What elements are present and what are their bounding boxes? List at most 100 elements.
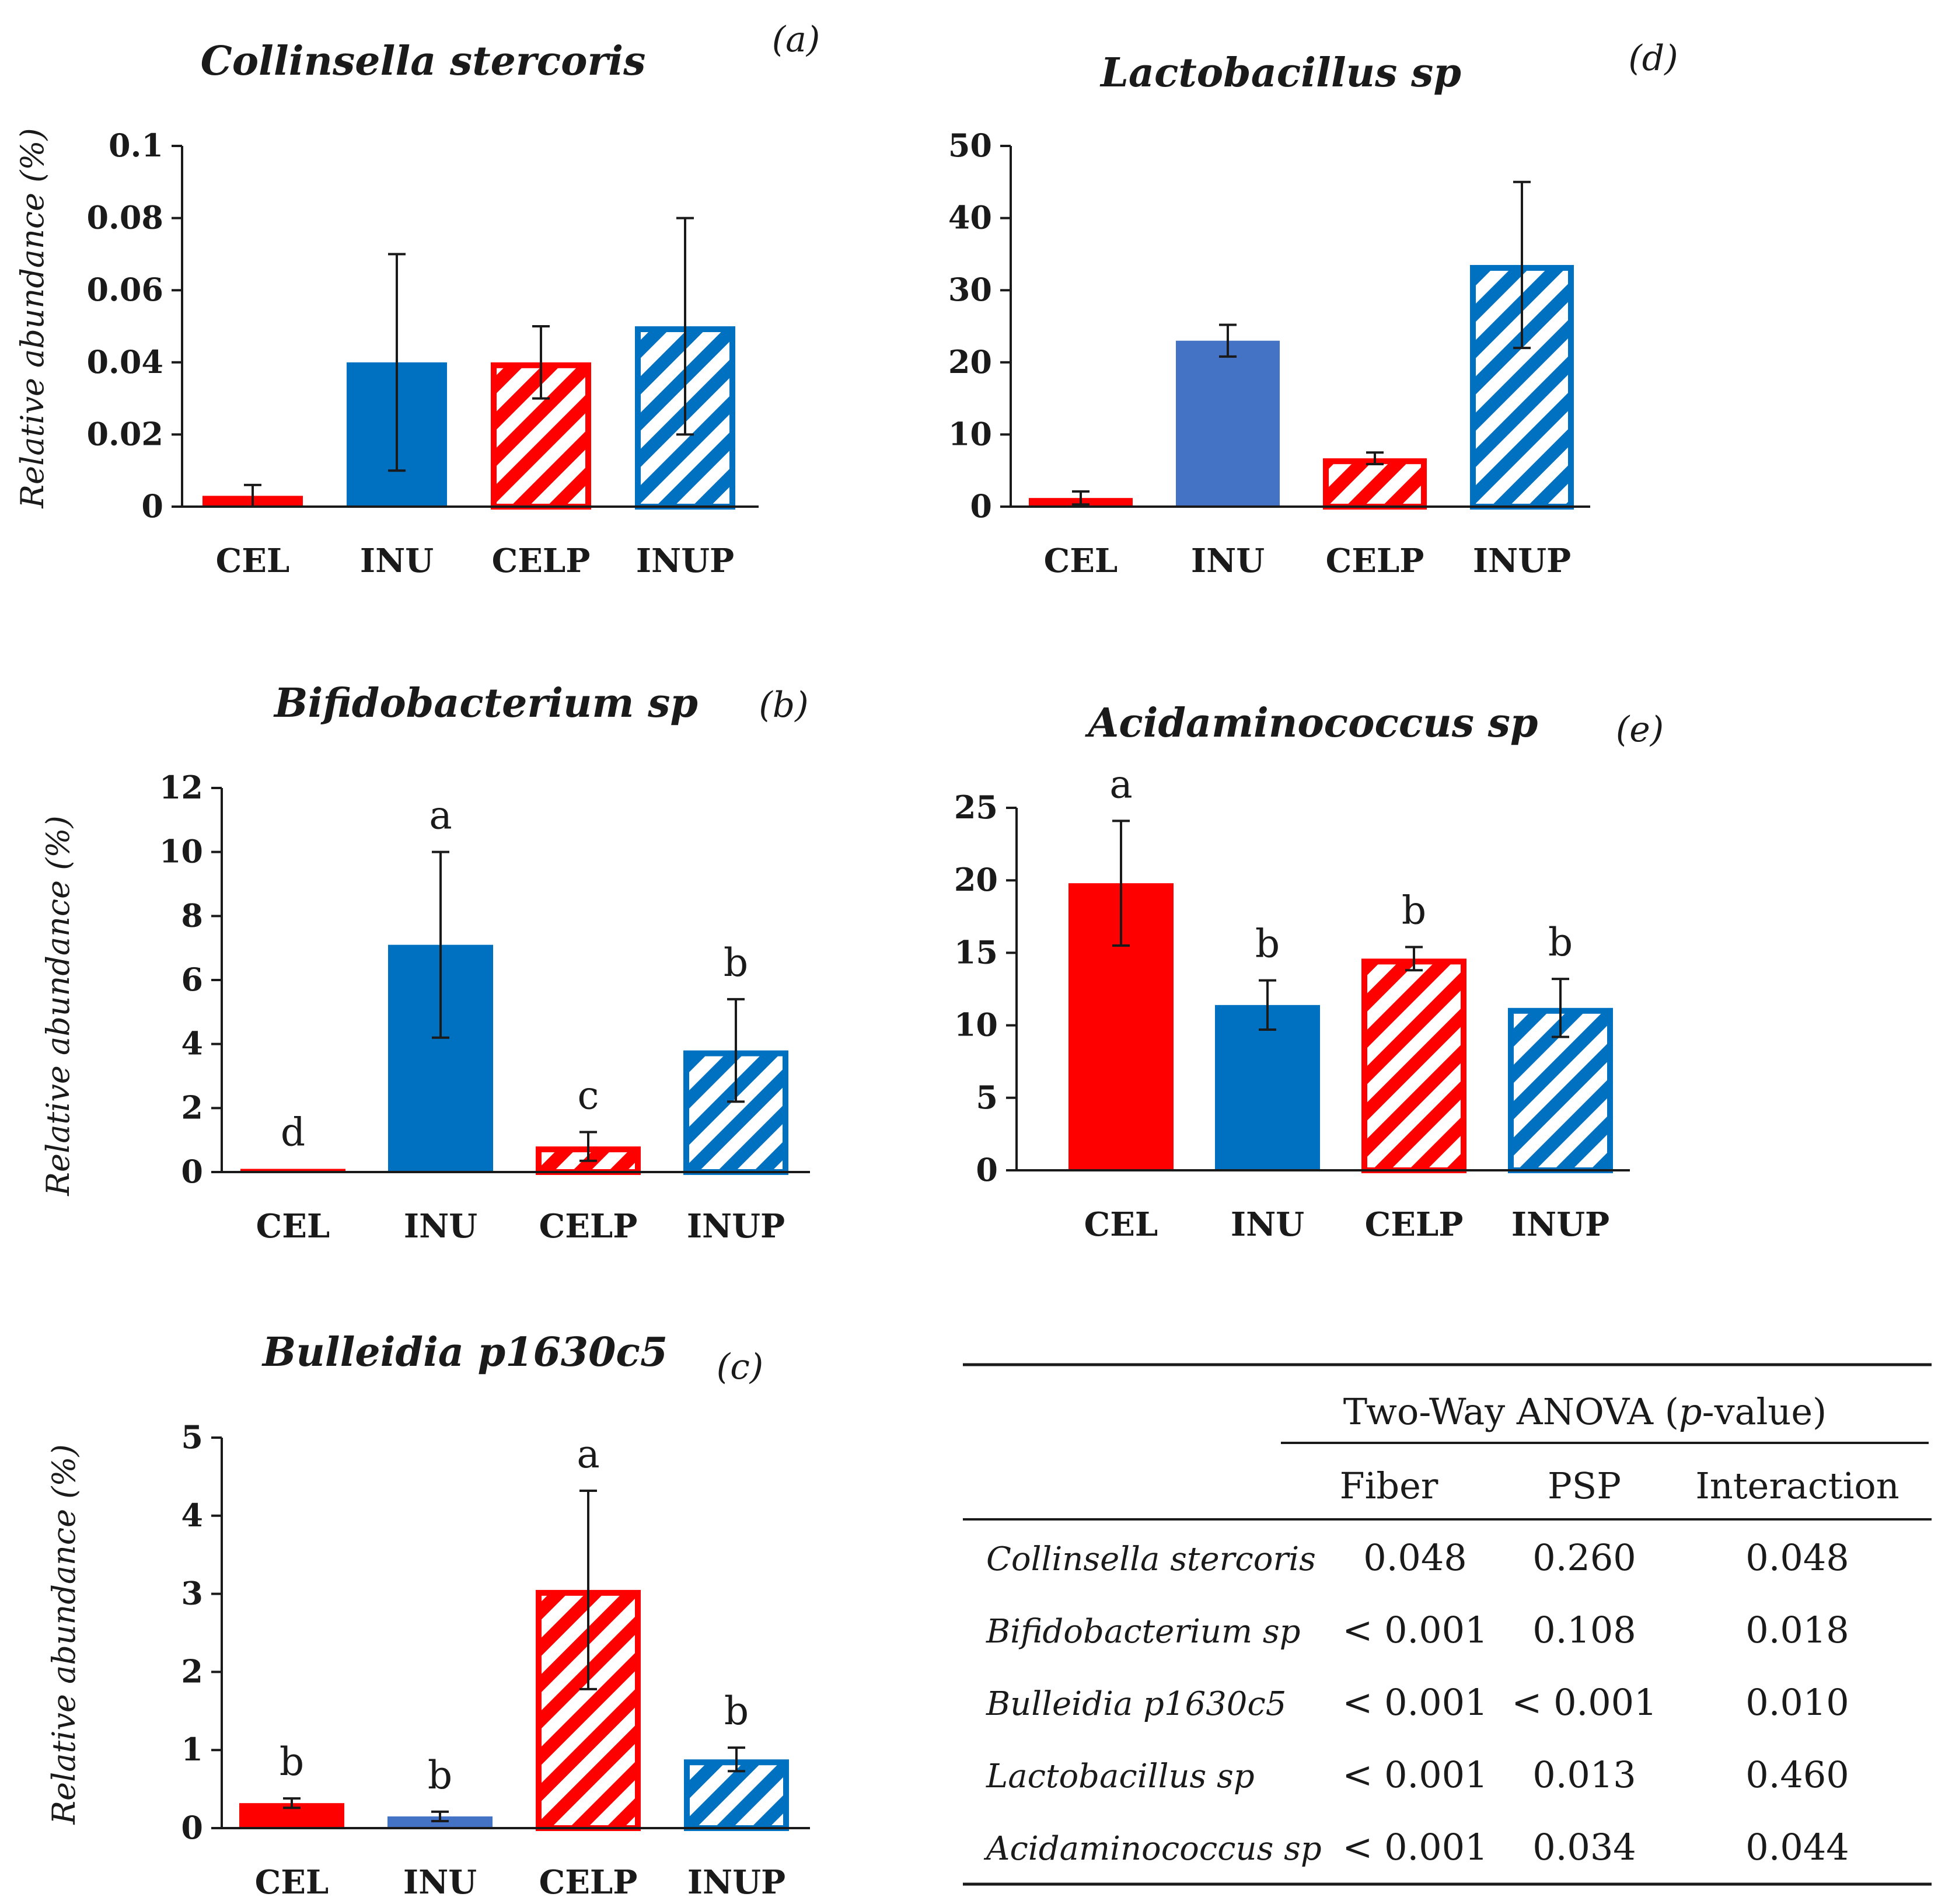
bar-inu	[1215, 1005, 1320, 1170]
significance-letter: a	[1109, 762, 1132, 807]
panel-label: (a)	[772, 19, 820, 60]
y-tick-label: 6	[181, 961, 203, 998]
chart-panel-b: Bifidobacterium sp (b) Relative abundanc…	[40, 680, 810, 1246]
cell-value: 0.460	[1745, 1753, 1849, 1796]
y-tick-label: 15	[954, 933, 998, 971]
column-header-fiber: Fiber	[1340, 1464, 1438, 1507]
y-tick-label: 10	[159, 833, 203, 870]
bar-cel	[240, 1169, 345, 1172]
x-tick-label: CEL	[1084, 1205, 1158, 1244]
plot-area: 0 10 20 30 40 50 CEL INU CELP INUP	[948, 127, 1590, 580]
panel-label: (c)	[717, 1347, 763, 1387]
table-header-p: p	[1679, 1390, 1702, 1433]
significance-letter: a	[577, 1432, 599, 1477]
significance-letter: b	[724, 1689, 749, 1734]
y-tick-label: 0.06	[86, 271, 163, 308]
table-row: Bifidobacterium sp < 0.001 0.108 0.018	[986, 1609, 1849, 1651]
y-tick-label: 0.04	[86, 343, 163, 381]
significance-letter: b	[1255, 922, 1280, 967]
row-name: Bifidobacterium sp	[986, 1613, 1300, 1651]
significance-letter: b	[1402, 888, 1426, 933]
cell-value: 0.260	[1532, 1536, 1636, 1579]
x-tick-label: CEL	[255, 1863, 329, 1902]
y-tick-label: 5	[976, 1079, 998, 1116]
x-tick-label: INUP	[636, 542, 734, 580]
cell-value: 0.034	[1532, 1826, 1636, 1868]
x-tick-label: INU	[360, 542, 434, 580]
x-tick-label: INUP	[1473, 542, 1571, 580]
y-axis-label: Relative abundance (%)	[46, 1444, 82, 1825]
x-tick-label: INU	[404, 1207, 477, 1246]
cell-value: < 0.001	[1342, 1826, 1487, 1868]
bar-celp	[1361, 958, 1466, 1174]
panel-label: (b)	[759, 685, 808, 726]
cell-value: 0.018	[1745, 1609, 1849, 1651]
cell-value: < 0.001	[1511, 1681, 1657, 1724]
x-tick-label: CEL	[256, 1207, 330, 1246]
y-tick-label: 25	[954, 789, 998, 826]
x-tick-label: CELP	[539, 1207, 638, 1246]
chart-title: Collinsella stercoris	[201, 38, 646, 85]
y-tick-label: 2	[181, 1089, 203, 1126]
y-tick-label: 2	[181, 1652, 203, 1690]
chart-panel-a: Collinsella stercoris (a) Relative abund…	[14, 19, 820, 580]
y-tick-label: 5	[181, 1418, 203, 1456]
x-tick-label: CEL	[216, 542, 290, 580]
table-body: Collinsella stercoris 0.048 0.260 0.048 Bifi…	[983, 1536, 1849, 1868]
y-axis-label: Relative abundance (%)	[40, 815, 76, 1196]
row-name: Acidaminococcus sp	[983, 1830, 1322, 1868]
y-axis-label: Relative abundance (%)	[14, 128, 51, 508]
y-tick-label: 4	[181, 1497, 203, 1534]
significance-letter: b	[724, 940, 748, 985]
x-tick-label: CELP	[1365, 1205, 1464, 1244]
bar-inu	[1176, 340, 1280, 507]
table-row: Bulleidia p1630c5 < 0.001 < 0.001 0.010	[986, 1681, 1849, 1724]
cell-value: < 0.001	[1342, 1681, 1487, 1724]
plot-area: 0 5 10 15 20 25 a b b b CEL INU CELP INUP	[954, 762, 1630, 1244]
y-tick-label: 0.02	[86, 415, 163, 452]
chart-panel-d: Lactobacillus sp (d) 0 10 20 30 40 50 CEL INU CE…	[948, 38, 1678, 580]
y-tick-label: 10	[948, 415, 992, 452]
cell-value: 0.010	[1745, 1681, 1849, 1724]
y-tick-label: 4	[181, 1025, 203, 1062]
table-row: Lactobacillus sp < 0.001 0.013 0.460	[986, 1753, 1849, 1796]
x-tick-label: INUP	[1511, 1205, 1609, 1244]
y-tick-label: 30	[948, 271, 992, 308]
cell-value: 0.013	[1532, 1753, 1636, 1796]
chart-title: Acidaminococcus sp	[1085, 700, 1538, 747]
y-tick-label: 40	[948, 199, 992, 236]
panel-label: (d)	[1628, 38, 1678, 79]
y-tick-label: 0	[141, 487, 163, 525]
y-tick-label: 0.08	[86, 199, 163, 236]
chart-panel-c: Bulleidia p1630c5 (c) Relative abundance…	[46, 1329, 810, 1902]
chart-title: Bifidobacterium sp	[273, 680, 698, 727]
x-tick-label: INU	[1191, 542, 1265, 580]
significance-letter: d	[281, 1110, 305, 1155]
y-tick-label: 0	[976, 1151, 998, 1188]
significance-letter: b	[428, 1753, 452, 1798]
bar-inup	[684, 1759, 789, 1832]
cell-value: < 0.001	[1342, 1753, 1487, 1796]
cell-value: 0.048	[1363, 1536, 1467, 1579]
cell-value: 0.048	[1745, 1536, 1849, 1579]
x-tick-label: CELP	[492, 542, 591, 580]
y-tick-label: 50	[948, 127, 992, 164]
significance-letter: b	[1548, 920, 1573, 965]
column-header-interaction: Interaction	[1695, 1464, 1899, 1507]
chart-title: Bulleidia p1630c5	[261, 1329, 668, 1376]
y-tick-label: 12	[159, 769, 203, 806]
y-tick-label: 0	[181, 1809, 203, 1846]
y-tick-label: 0	[970, 487, 992, 525]
chart-title: Lactobacillus sp	[1099, 50, 1461, 96]
table-row: Collinsella stercoris 0.048 0.260 0.048	[986, 1536, 1849, 1579]
y-tick-label: 0.1	[109, 127, 163, 164]
chart-panel-e: Acidaminococcus sp (e) 0 5 10 15 20 25 a b b b CEL…	[954, 700, 1664, 1244]
y-tick-label: 10	[954, 1006, 998, 1044]
x-tick-label: INU	[403, 1863, 477, 1902]
significance-letter: a	[429, 793, 452, 838]
y-tick-label: 20	[954, 861, 998, 898]
y-tick-label: 8	[181, 897, 203, 934]
panel-label: (e)	[1616, 709, 1664, 750]
y-tick-label: 3	[181, 1575, 203, 1612]
